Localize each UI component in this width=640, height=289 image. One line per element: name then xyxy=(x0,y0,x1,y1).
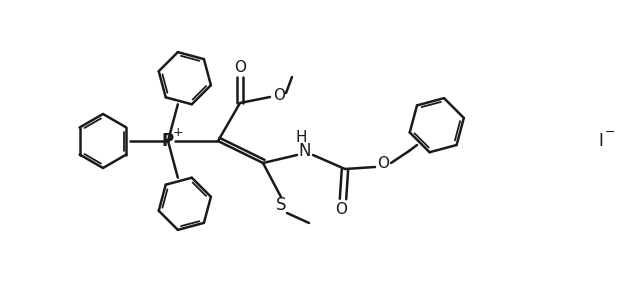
Text: O: O xyxy=(273,88,285,103)
Text: O: O xyxy=(335,201,347,216)
Text: −: − xyxy=(605,125,615,138)
Text: I: I xyxy=(598,132,604,150)
Text: P: P xyxy=(162,132,174,150)
Text: +: + xyxy=(173,127,183,140)
Text: O: O xyxy=(377,155,389,171)
Text: S: S xyxy=(276,196,286,214)
Text: O: O xyxy=(234,60,246,75)
Text: H: H xyxy=(295,129,307,144)
Text: N: N xyxy=(299,142,311,160)
